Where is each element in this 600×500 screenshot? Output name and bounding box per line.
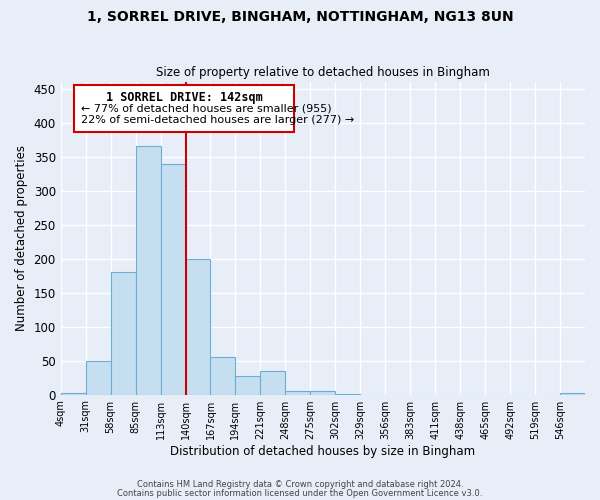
Text: Contains HM Land Registry data © Crown copyright and database right 2024.: Contains HM Land Registry data © Crown c… bbox=[137, 480, 463, 489]
Bar bbox=[211, 357, 235, 395]
Bar bbox=[161, 164, 185, 394]
Y-axis label: Number of detached properties: Number of detached properties bbox=[15, 146, 28, 332]
Text: 1 SORREL DRIVE: 142sqm: 1 SORREL DRIVE: 142sqm bbox=[106, 91, 263, 104]
Text: Contains public sector information licensed under the Open Government Licence v3: Contains public sector information licen… bbox=[118, 488, 482, 498]
Title: Size of property relative to detached houses in Bingham: Size of property relative to detached ho… bbox=[156, 66, 490, 80]
Bar bbox=[110, 272, 136, 394]
X-axis label: Distribution of detached houses by size in Bingham: Distribution of detached houses by size … bbox=[170, 444, 475, 458]
Bar bbox=[560, 392, 585, 394]
FancyBboxPatch shape bbox=[74, 86, 294, 132]
Bar bbox=[185, 258, 211, 394]
Bar bbox=[235, 376, 260, 394]
Text: 22% of semi-detached houses are larger (277) →: 22% of semi-detached houses are larger (… bbox=[80, 116, 354, 126]
Bar bbox=[310, 391, 335, 394]
Bar bbox=[286, 390, 310, 394]
Text: 1, SORREL DRIVE, BINGHAM, NOTTINGHAM, NG13 8UN: 1, SORREL DRIVE, BINGHAM, NOTTINGHAM, NG… bbox=[86, 10, 514, 24]
Text: ← 77% of detached houses are smaller (955): ← 77% of detached houses are smaller (95… bbox=[80, 103, 331, 113]
Bar bbox=[260, 372, 286, 394]
Bar bbox=[86, 362, 110, 394]
Bar bbox=[136, 146, 161, 394]
Bar bbox=[61, 392, 86, 394]
